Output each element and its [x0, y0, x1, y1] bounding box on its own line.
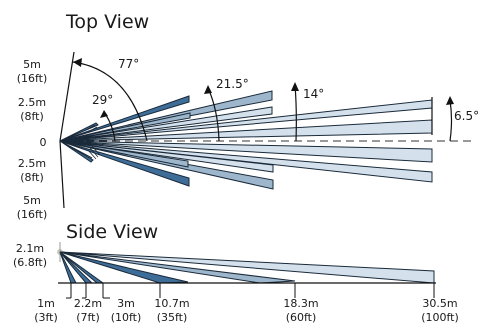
- beam-lower-mid-inner: [59, 140, 274, 173]
- angle-label-14: 14°: [303, 87, 324, 101]
- origin-hatch-marks: [85, 124, 101, 160]
- dist-60ft: (60ft): [286, 311, 317, 324]
- wide-angle-lower-ray: [59, 140, 65, 209]
- angle-indicators: [72, 58, 454, 142]
- dist-2-2m: 2.2m: [74, 297, 102, 310]
- y-label-minus16ft: (16ft): [17, 208, 48, 221]
- dist-30-5m: 30.5m: [422, 297, 457, 310]
- y-label-minus8ft: (8ft): [20, 171, 44, 184]
- arc-6-5: [449, 99, 453, 142]
- height-label-m: 2.1m: [16, 242, 44, 255]
- top-view: Top View 5m (16ft) 2.5m (8ft) 0 2.5m (8f…: [17, 11, 479, 221]
- side-beam-mid: [59, 251, 296, 284]
- dist-3ft: (3ft): [34, 311, 58, 324]
- beam-lower-near-inner: [59, 140, 189, 168]
- arc-6-5-arrow: [446, 96, 454, 105]
- beam-short-down-edge: [59, 140, 93, 159]
- dist-3m: 3m: [117, 297, 135, 310]
- side-view-title: Side View: [66, 221, 158, 243]
- angle-label-21-5: 21.5°: [216, 77, 249, 91]
- angle-label-29: 29°: [92, 93, 113, 107]
- top-view-beams: [59, 90, 433, 190]
- height-label-ft: (6.8ft): [13, 256, 47, 269]
- y-label-plus16ft: (16ft): [17, 72, 48, 85]
- beam-upper-near-inner: [59, 112, 191, 142]
- beam-lower-near: [59, 140, 190, 187]
- y-label-plus8ft: (8ft): [20, 110, 44, 123]
- arc-77: [72, 61, 148, 142]
- dist-10-7m: 10.7m: [154, 297, 189, 310]
- angle-label-77: 77°: [118, 57, 139, 71]
- dist-10ft: (10ft): [111, 311, 142, 324]
- y-label-plus5m: 5m: [23, 58, 41, 71]
- side-beam-far: [59, 251, 435, 284]
- wide-angle-upper-ray: [59, 51, 75, 142]
- angle-label-6-5: 6.5°: [454, 109, 479, 123]
- arc-77-arrow: [73, 58, 82, 67]
- side-view: Side View 2.1m (6.8ft): [13, 221, 459, 324]
- beam-lower-far-inner: [59, 140, 433, 163]
- beam-short-down: [59, 140, 94, 163]
- arc-14-arrow: [291, 82, 299, 91]
- arc-29-arrow: [100, 110, 108, 118]
- y-label-zero: 0: [40, 136, 47, 149]
- beam-short-up: [59, 122, 99, 142]
- y-label-minus2-5m: 2.5m: [18, 157, 46, 170]
- top-view-title: Top View: [65, 11, 149, 33]
- dist-7ft: (7ft): [76, 311, 100, 324]
- dist-35ft: (35ft): [157, 311, 188, 324]
- y-label-plus2-5m: 2.5m: [18, 96, 46, 109]
- distance-ticks: [70, 283, 435, 298]
- dist-18-3m: 18.3m: [283, 297, 318, 310]
- dist-100ft: (100ft): [421, 311, 459, 324]
- side-view-beams: [59, 251, 435, 284]
- arc-21-5-arrow: [204, 85, 212, 94]
- y-label-minus5m: 5m: [23, 194, 41, 207]
- dist-1m: 1m: [37, 297, 55, 310]
